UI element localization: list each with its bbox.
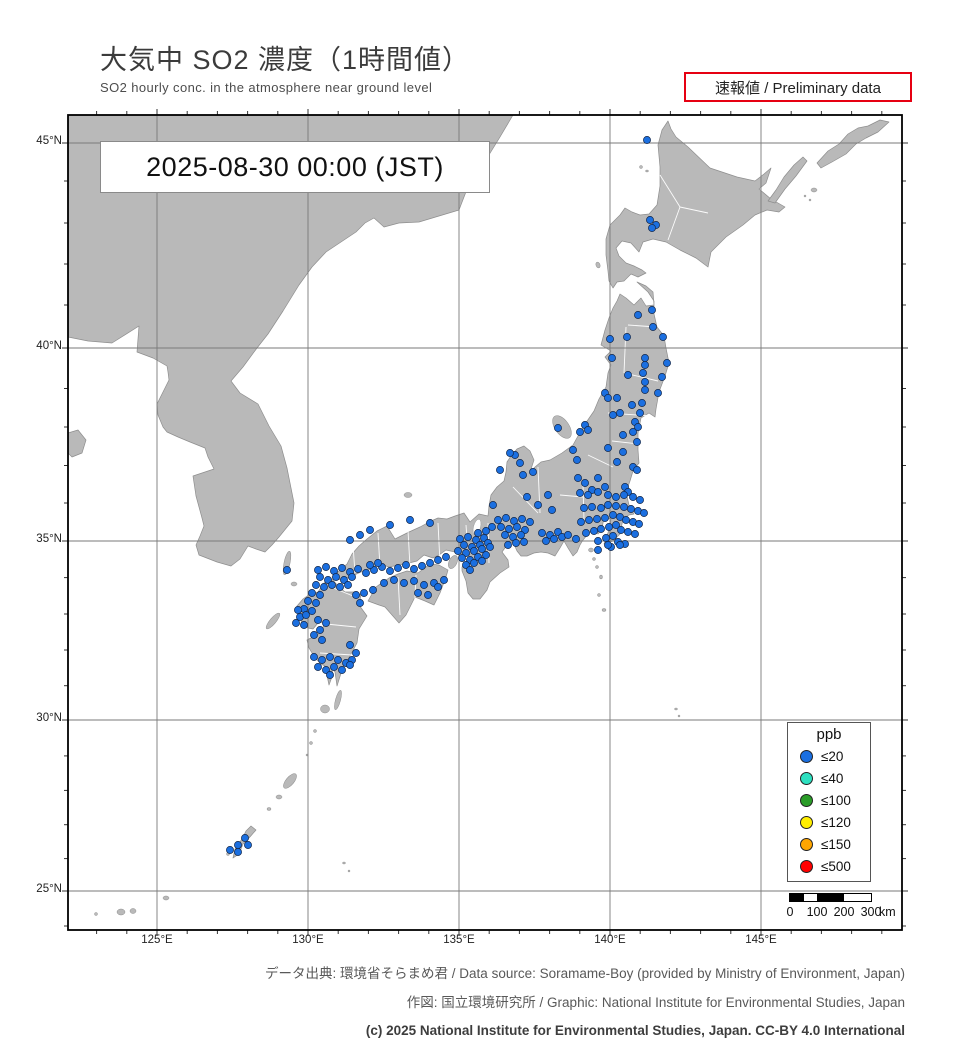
scale-bar-tick-label: 200 xyxy=(833,905,855,919)
legend-color-dot xyxy=(800,837,813,851)
legend-color-dot xyxy=(800,859,813,873)
lon-tick-label: 145°E xyxy=(745,934,777,946)
lon-tick-label: 130°E xyxy=(292,934,324,946)
legend: ppb ≤20 ≤40 ≤100 ≤120 ≤150 ≤500 xyxy=(787,722,871,882)
legend-entry: ≤100 xyxy=(788,789,870,811)
lat-tick-label: 25°N xyxy=(36,883,62,895)
page-title: 大気中 SO2 濃度（1時間値） xyxy=(100,45,471,75)
scale-bar: 0 100 200 300 km xyxy=(787,893,896,919)
scale-bar-segment xyxy=(790,894,804,901)
legend-color-dot xyxy=(800,749,813,763)
lon-tick-label: 125°E xyxy=(141,934,173,946)
legend-entry: ≤40 xyxy=(788,767,870,789)
scale-bar-segment xyxy=(817,894,844,901)
page-subtitle: SO2 hourly conc. in the atmosphere near … xyxy=(100,80,433,95)
data-source-credit: データ出典: 環境省そらまめ君 / Data source: Soramame-… xyxy=(265,966,905,981)
legend-entry: ≤150 xyxy=(788,833,870,855)
legend-title: ppb xyxy=(816,726,842,743)
legend-entry: ≤120 xyxy=(788,811,870,833)
scale-bar-tick-label: 100 xyxy=(806,905,828,919)
lat-tick-label: 35°N xyxy=(36,533,62,545)
legend-entry: ≤500 xyxy=(788,855,870,877)
map-canvas xyxy=(62,109,908,936)
legend-entry-label: ≤100 xyxy=(821,792,851,808)
lat-tick-label: 30°N xyxy=(36,712,62,724)
legend-entry-label: ≤500 xyxy=(821,858,851,874)
landmass-layer xyxy=(67,114,890,916)
legend-color-dot xyxy=(800,793,813,807)
scale-bar-graphic xyxy=(789,893,872,902)
legend-entry: ≤20 xyxy=(788,745,870,767)
scale-bar-segment xyxy=(803,894,817,901)
japan-map xyxy=(62,109,908,936)
legend-entry-label: ≤150 xyxy=(821,836,851,852)
prefecture-borders xyxy=(315,174,709,656)
legend-entry-label: ≤20 xyxy=(821,748,844,764)
timestamp-box: 2025-08-30 00:00 (JST) xyxy=(100,141,490,193)
graphic-credit: 作図: 国立環境研究所 / Graphic: National Institut… xyxy=(406,995,905,1011)
lat-tick-label: 40°N xyxy=(36,340,62,352)
lon-tick-label: 135°E xyxy=(443,934,475,946)
preliminary-data-badge: 速報値 / Preliminary data xyxy=(684,72,912,102)
scale-bar-segment xyxy=(844,894,871,901)
scale-bar-tick-label: 0 xyxy=(786,905,794,919)
footer: データ出典: 環境省そらまめ君 / Data source: Soramame-… xyxy=(45,964,905,1038)
scale-bar-unit: km xyxy=(879,905,896,919)
lon-tick-label: 140°E xyxy=(594,934,626,946)
legend-rows: ≤20 ≤40 ≤100 ≤120 ≤150 ≤500 xyxy=(788,745,870,877)
legend-color-dot xyxy=(800,815,813,829)
legend-entry-label: ≤40 xyxy=(821,770,844,786)
scale-bar-tick-label: 300 xyxy=(860,905,882,919)
station-dots xyxy=(226,136,671,856)
lat-tick-label: 45°N xyxy=(36,135,62,147)
legend-entry-label: ≤120 xyxy=(821,814,851,830)
legend-color-dot xyxy=(800,771,813,785)
copyright-line: (c) 2025 National Institute for Environm… xyxy=(365,1022,905,1038)
